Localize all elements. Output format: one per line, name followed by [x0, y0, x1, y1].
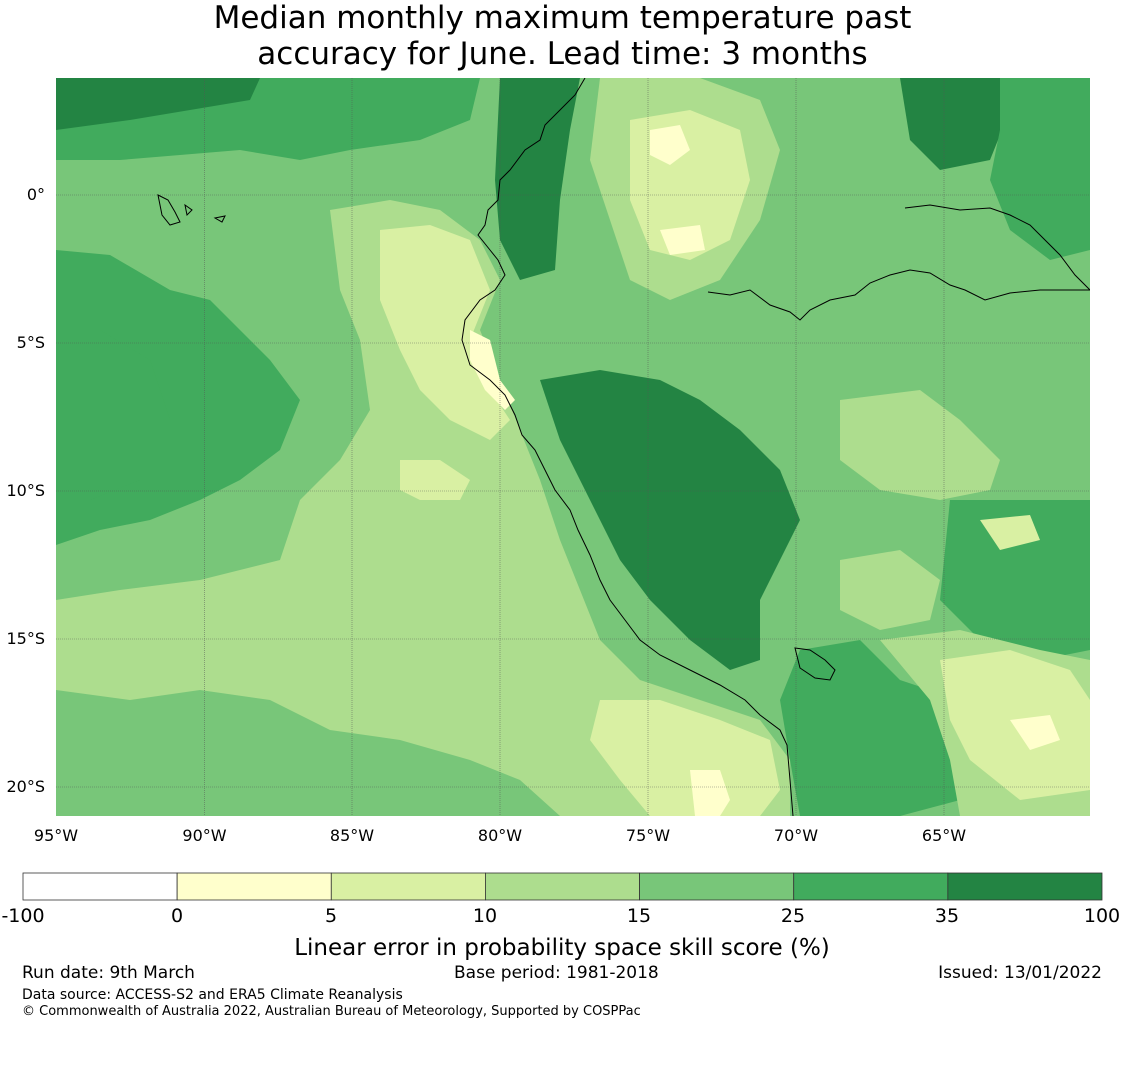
colorbar-tick: 25	[781, 905, 805, 927]
lat-label: 20°S	[6, 777, 45, 796]
colorbar-segment	[176, 872, 332, 901]
colorbar-tick: 15	[627, 905, 651, 927]
region-east-dark-1	[900, 78, 1010, 170]
region-ocean-west-dark	[56, 330, 170, 500]
region-east-light-1	[840, 390, 1000, 500]
colorbar	[22, 872, 1103, 901]
lat-label: 10°S	[6, 481, 45, 500]
skill-score-map	[56, 78, 1090, 816]
colorbar-segment	[485, 872, 640, 901]
region-north-cream-2	[660, 225, 705, 255]
issued-date: Issued: 13/01/2022	[938, 963, 1102, 983]
region-ocean-top-dark	[56, 78, 260, 130]
colorbar-ticks: -100 0 5 10 15 25 35 100	[1, 905, 1120, 927]
colorbar-tick: 10	[473, 905, 497, 927]
lat-label: 0°	[27, 185, 45, 204]
region-southeast-cream	[1010, 715, 1060, 750]
colorbar-tick: -100	[1, 905, 44, 927]
amazon-river	[707, 269, 1090, 321]
base-period: Base period: 1981-2018	[454, 963, 659, 983]
colorbar-label: Linear error in probability space skill …	[294, 935, 830, 961]
region-ocean-mid-light	[56, 200, 790, 816]
lon-label: 80°W	[478, 826, 522, 845]
region-amazon-dark	[495, 78, 580, 280]
run-date: Run date: 9th March	[22, 963, 195, 983]
lat-label: 5°S	[17, 333, 45, 352]
river-north-branch	[904, 204, 1090, 291]
lon-label: 65°W	[922, 826, 966, 845]
lon-label: 95°W	[34, 826, 78, 845]
colorbar-tick: 100	[1084, 905, 1120, 927]
region-south-cream	[690, 770, 730, 816]
region-coastal-cream	[470, 330, 515, 410]
region-coastal-yellow-1	[380, 225, 510, 440]
lon-label: 90°W	[182, 826, 226, 845]
region-east-yellow	[980, 515, 1040, 550]
region-north-cream	[650, 125, 690, 165]
region-coastal-yellow-2	[400, 460, 470, 500]
galapagos-islands	[157, 194, 226, 226]
colorbar-tick: 5	[325, 905, 337, 927]
region-east-high	[990, 78, 1090, 260]
colorbar-segment	[793, 872, 949, 901]
region-east-light-2	[840, 550, 940, 630]
lake-titicaca	[794, 647, 836, 681]
lon-label: 85°W	[330, 826, 374, 845]
region-south-high	[780, 640, 980, 816]
colorbar-segment	[22, 872, 178, 901]
colorbar-tick: 0	[171, 905, 183, 927]
colorbar-tick: 35	[935, 905, 959, 927]
longitude-labels: 95°W 90°W 85°W 80°W 75°W 70°W 65°W	[34, 826, 966, 845]
lon-label: 70°W	[774, 826, 818, 845]
colorbar-segment	[330, 872, 486, 901]
data-source: Data source: ACCESS-S2 and ERA5 Climate …	[22, 987, 403, 1003]
map-gridlines	[56, 78, 1090, 816]
colorbar-segment	[947, 872, 1103, 901]
colorbar-segment	[639, 872, 795, 901]
lon-label: 75°W	[626, 826, 670, 845]
chart-title-line-1: Median monthly maximum temperature past	[213, 0, 912, 36]
region-east-mid-high	[940, 500, 1090, 660]
chart-title-line-2: accuracy for June. Lead time: 3 months	[257, 36, 868, 72]
latitude-labels: 0° 5°S 10°S 15°S 20°S	[6, 185, 45, 796]
lat-label: 15°S	[6, 629, 45, 648]
region-andes-dark	[540, 370, 800, 670]
copyright-notice: © Commonwealth of Australia 2022, Austra…	[22, 1004, 641, 1019]
coastline	[461, 78, 794, 816]
